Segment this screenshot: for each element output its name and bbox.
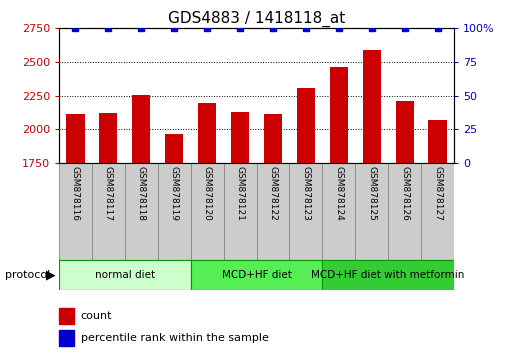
Bar [165, 134, 183, 163]
Bar [363, 50, 381, 163]
Bar [256, 163, 289, 260]
Bar [330, 67, 348, 163]
Text: GSM878119: GSM878119 [170, 166, 179, 221]
Text: MCD+HF diet with metformin: MCD+HF diet with metformin [311, 270, 465, 280]
Text: GSM878127: GSM878127 [433, 166, 442, 221]
Text: GSM878120: GSM878120 [203, 166, 212, 221]
Bar [322, 260, 454, 290]
Bar [396, 101, 413, 163]
Text: GSM878123: GSM878123 [301, 166, 310, 221]
Bar [322, 163, 355, 260]
Text: normal diet: normal diet [95, 270, 155, 280]
Text: GSM878126: GSM878126 [400, 166, 409, 221]
Title: GDS4883 / 1418118_at: GDS4883 / 1418118_at [168, 11, 345, 27]
Bar [158, 163, 191, 260]
Bar [198, 103, 216, 163]
Text: GSM878125: GSM878125 [367, 166, 376, 221]
Bar [132, 95, 150, 163]
Bar [355, 163, 388, 260]
Text: count: count [81, 311, 112, 321]
Text: GSM878117: GSM878117 [104, 166, 113, 221]
Text: ▶: ▶ [46, 269, 56, 282]
Bar [125, 163, 158, 260]
Bar [289, 163, 322, 260]
Bar [191, 163, 224, 260]
Bar [66, 114, 85, 163]
Text: GSM878121: GSM878121 [235, 166, 245, 221]
Text: GSM878124: GSM878124 [334, 166, 343, 221]
Bar [59, 163, 92, 260]
Bar [231, 112, 249, 163]
Bar [92, 163, 125, 260]
Text: GSM878122: GSM878122 [268, 166, 278, 221]
Bar [224, 163, 256, 260]
Bar [59, 308, 74, 324]
Bar [297, 87, 315, 163]
Bar [264, 114, 282, 163]
Text: GSM878116: GSM878116 [71, 166, 80, 221]
Bar [191, 260, 322, 290]
Bar [59, 260, 191, 290]
Bar [388, 163, 421, 260]
Bar [59, 330, 74, 346]
Text: GSM878118: GSM878118 [137, 166, 146, 221]
Bar [428, 120, 447, 163]
Bar [100, 113, 117, 163]
Bar [421, 163, 454, 260]
Text: MCD+HF diet: MCD+HF diet [222, 270, 291, 280]
Text: protocol: protocol [5, 270, 50, 280]
Text: percentile rank within the sample: percentile rank within the sample [81, 333, 269, 343]
